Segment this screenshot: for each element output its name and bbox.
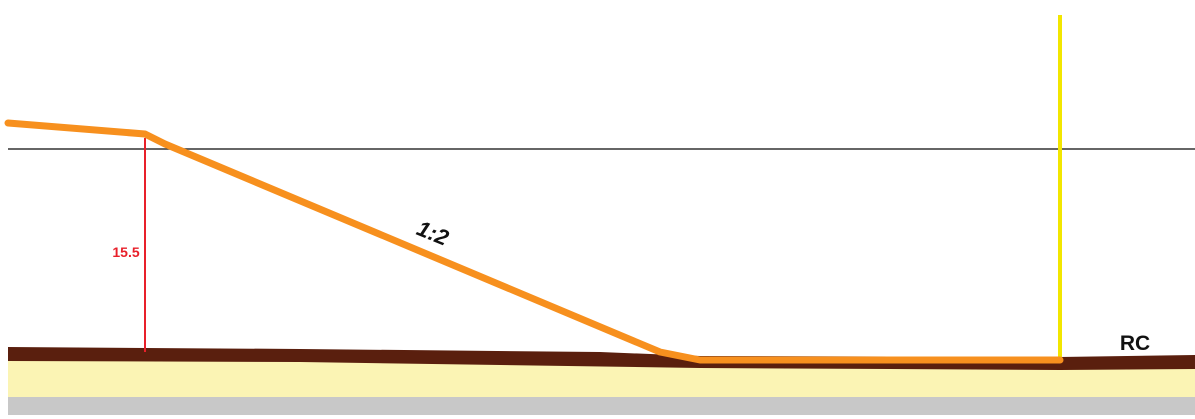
subgrade-layer (8, 360, 1195, 397)
marker-label: RC (1120, 332, 1150, 355)
ground-surface (8, 347, 1195, 370)
height-label: 15.5 (112, 244, 139, 260)
base-layer (8, 395, 1195, 415)
slope-profile (4, 119, 1064, 364)
